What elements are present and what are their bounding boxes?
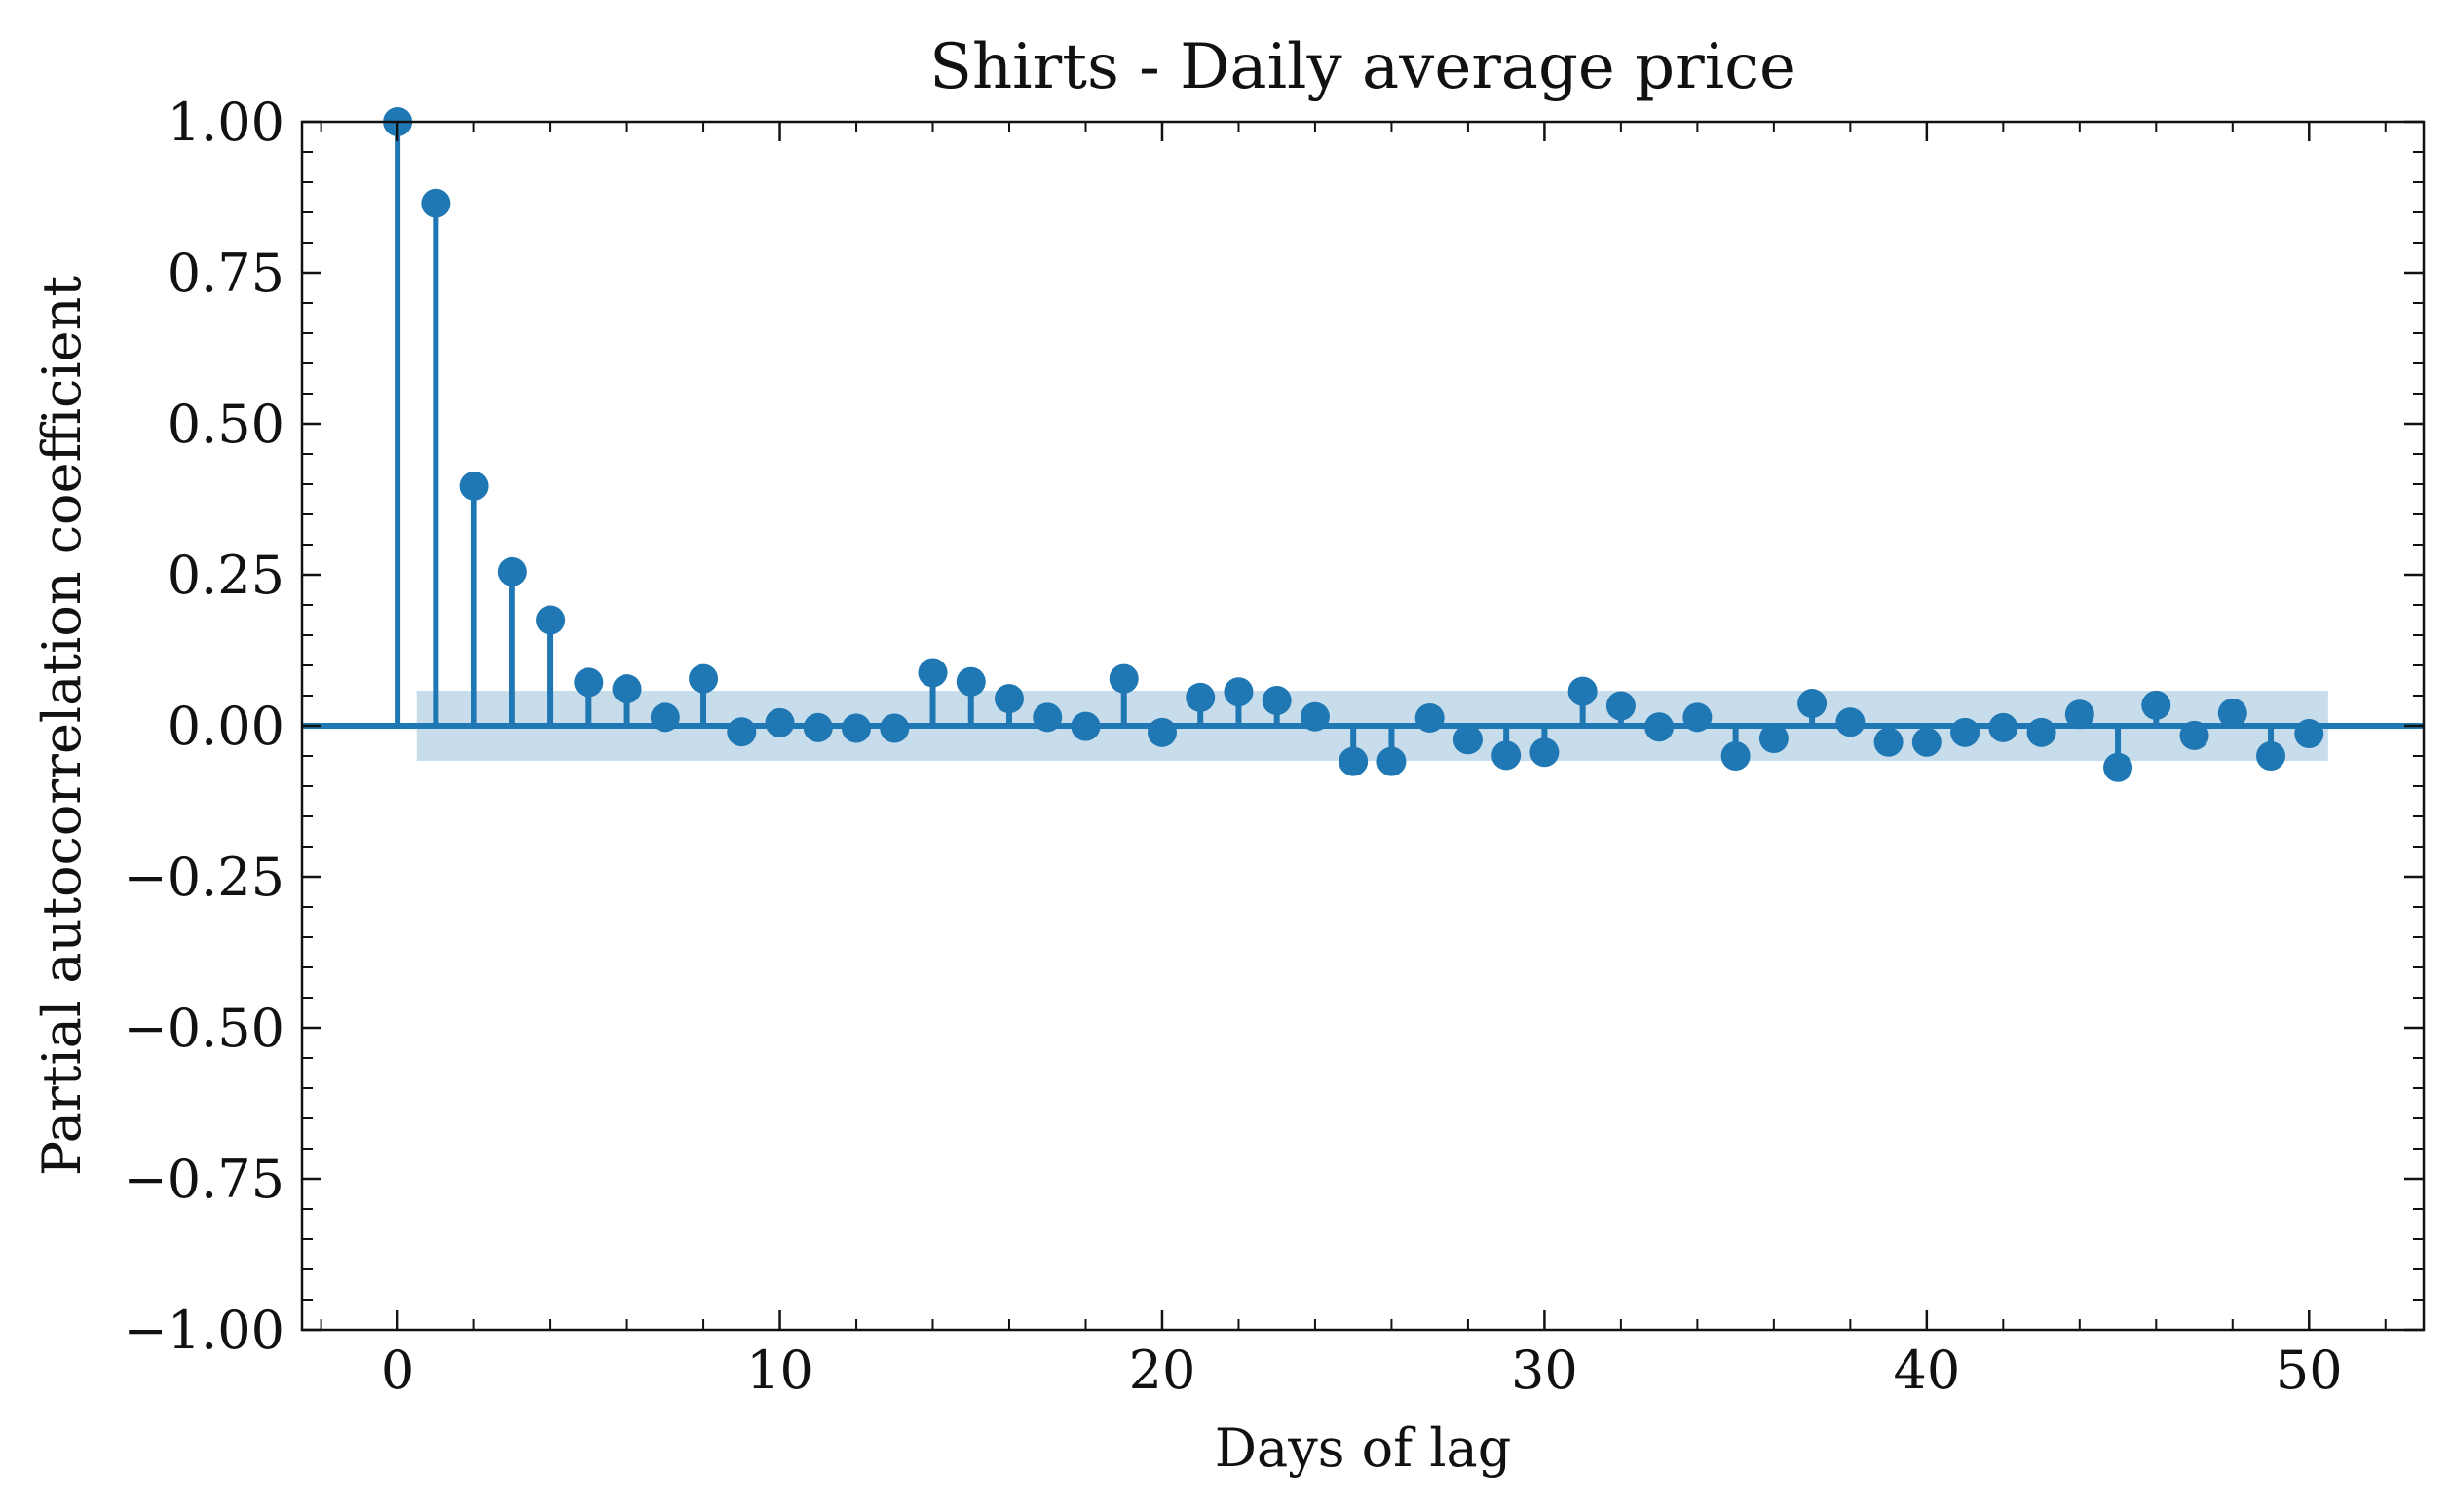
stem-marker-lag-41 xyxy=(1950,717,1980,747)
stem-marker-lag-20 xyxy=(1147,717,1177,747)
x-tick-label: 20 xyxy=(1129,1340,1196,1401)
stem-marker-lag-15 xyxy=(956,666,986,697)
stem-marker-lag-4 xyxy=(536,605,566,635)
y-tick-label: −0.50 xyxy=(124,998,284,1059)
y-tick-label: −1.00 xyxy=(124,1300,284,1361)
stem-marker-lag-18 xyxy=(1071,711,1101,741)
y-tick-label: −0.25 xyxy=(124,847,284,908)
y-axis-ticks xyxy=(302,120,2424,1332)
stem-marker-lag-47 xyxy=(2179,720,2209,750)
stem-marker-lag-34 xyxy=(1682,702,1713,733)
stem-marker-lag-46 xyxy=(2141,690,2171,720)
stem-marker-lag-25 xyxy=(1339,746,1369,776)
y-tick-label: 0.25 xyxy=(168,545,284,606)
stem-marker-lag-21 xyxy=(1186,682,1216,712)
stem-marker-lag-12 xyxy=(842,713,872,743)
chart-title: Shirts - Daily average price xyxy=(929,31,1796,103)
stem-marker-lag-45 xyxy=(2103,752,2133,782)
stem-marker-lag-16 xyxy=(995,684,1024,714)
y-tick-label: −0.75 xyxy=(124,1149,284,1210)
stem-marker-lag-36 xyxy=(1758,724,1789,754)
stem-marker-lag-44 xyxy=(2064,699,2094,730)
y-tick-label: 0.50 xyxy=(168,394,284,455)
x-tick-label: 0 xyxy=(381,1340,414,1401)
x-tick-label: 40 xyxy=(1893,1340,1960,1401)
stem-marker-lag-8 xyxy=(689,663,719,694)
stem-marker-lag-43 xyxy=(2026,717,2056,747)
markers xyxy=(383,107,2324,782)
stem-marker-lag-50 xyxy=(2294,719,2324,749)
x-tick-label: 30 xyxy=(1511,1340,1578,1401)
stem-marker-lag-37 xyxy=(1797,689,1828,719)
stem-marker-lag-17 xyxy=(1033,702,1063,733)
stem-marker-lag-24 xyxy=(1300,701,1330,732)
stem-marker-lag-11 xyxy=(803,712,833,742)
stem-marker-lag-42 xyxy=(1988,712,2018,742)
stem-marker-lag-1 xyxy=(421,188,451,218)
y-axis-label: Partial autocorrelation coefficient xyxy=(31,276,93,1177)
stem-marker-lag-10 xyxy=(765,707,795,737)
y-tick-label: 1.00 xyxy=(168,92,284,153)
y-tick-label: 0.00 xyxy=(168,696,284,757)
y-axis-tick-labels: 1.00 0.75 0.50 0.25 0.00 −0.25 −0.50 −0.75 −1.00 xyxy=(124,92,284,1361)
stem-marker-lag-19 xyxy=(1109,663,1139,694)
stem-marker-lag-29 xyxy=(1491,740,1522,771)
stem-marker-lag-3 xyxy=(497,556,527,586)
stem-marker-lag-6 xyxy=(612,674,642,704)
stem-marker-lag-32 xyxy=(1605,691,1636,721)
stem-marker-lag-27 xyxy=(1414,702,1445,733)
stem-marker-lag-38 xyxy=(1835,707,1866,737)
stem-marker-lag-35 xyxy=(1720,741,1751,771)
stem-marker-lag-14 xyxy=(918,658,948,688)
stem-marker-lag-48 xyxy=(2217,698,2247,728)
stem-marker-lag-26 xyxy=(1376,746,1407,776)
x-axis-label: Days of lag xyxy=(1215,1418,1512,1479)
x-tick-label: 10 xyxy=(746,1340,813,1401)
stem-marker-lag-49 xyxy=(2256,741,2286,771)
stem-marker-lag-5 xyxy=(574,667,604,698)
stem-marker-lag-40 xyxy=(1911,727,1942,757)
stem-marker-lag-28 xyxy=(1452,725,1483,755)
stem-marker-lag-22 xyxy=(1224,677,1254,707)
y-tick-label: 0.75 xyxy=(168,243,284,304)
stem-marker-lag-30 xyxy=(1529,737,1560,768)
stem-marker-lag-13 xyxy=(880,713,910,743)
stem-marker-lag-9 xyxy=(727,717,757,747)
stem-marker-lag-33 xyxy=(1644,712,1675,742)
stem-marker-lag-39 xyxy=(1873,727,1904,757)
stem-marker-lag-31 xyxy=(1567,676,1598,706)
stem-marker-lag-23 xyxy=(1262,685,1292,715)
stem-marker-lag-7 xyxy=(650,702,680,733)
x-axis-ticks xyxy=(320,122,2387,1330)
x-axis-tick-labels: 0 10 20 30 40 50 xyxy=(381,1340,2343,1401)
x-tick-label: 50 xyxy=(2276,1340,2343,1401)
stem-marker-lag-2 xyxy=(459,471,489,501)
